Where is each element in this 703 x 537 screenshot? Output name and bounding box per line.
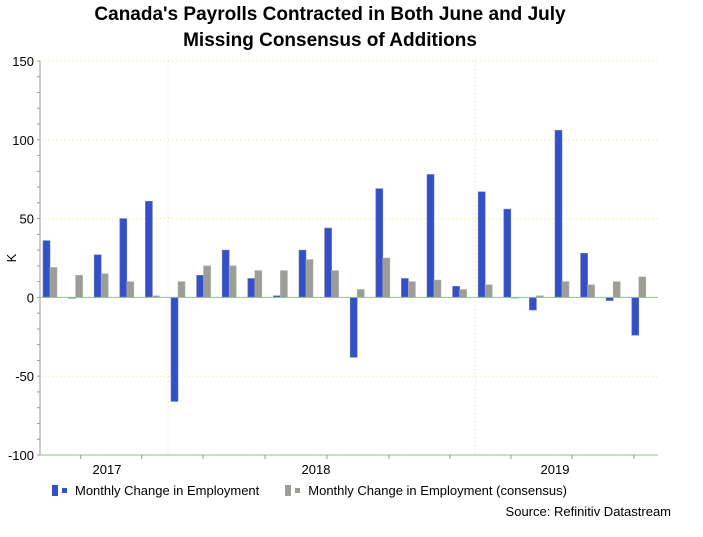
- bar-consensus: [305, 259, 314, 298]
- bar-consensus: [228, 265, 237, 298]
- bar-actual: [401, 278, 409, 298]
- bar-consensus: [126, 281, 135, 298]
- bar-consensus: [561, 281, 570, 298]
- x-tick-label: 2018: [302, 462, 331, 477]
- bar-consensus: [612, 281, 621, 298]
- y-tick-label: -100: [8, 448, 34, 463]
- bar-actual: [554, 130, 563, 298]
- x-tick-label: 2019: [541, 462, 570, 477]
- bar-consensus: [484, 284, 493, 298]
- legend-swatch-actual: [52, 485, 58, 496]
- y-tick-label: 50: [20, 212, 34, 227]
- legend-item-consensus: Monthly Change in Employment (consensus): [285, 483, 567, 498]
- bar-consensus: [49, 267, 58, 298]
- chart-title-line-2: Missing Consensus of Additions: [183, 30, 477, 51]
- bar-actual: [145, 200, 153, 298]
- bar-actual: [375, 188, 384, 298]
- bar-consensus: [331, 270, 339, 298]
- bar-actual: [170, 297, 179, 402]
- bar-actual: [221, 249, 230, 298]
- bar-consensus: [356, 289, 365, 298]
- bar-consensus: [100, 273, 109, 298]
- legend-swatch-consensus: [285, 485, 292, 496]
- bar-consensus: [433, 279, 442, 298]
- y-tick-label: -50: [15, 369, 34, 384]
- bar-actual: [580, 252, 588, 298]
- bar-consensus: [587, 284, 595, 298]
- bar-consensus: [638, 276, 647, 298]
- x-tick-label: 2017: [93, 462, 122, 477]
- bar-actual: [631, 297, 640, 336]
- bar-consensus: [382, 257, 391, 298]
- y-tick-label: 100: [12, 133, 34, 148]
- legend-swatch-consensus-small: [295, 488, 301, 493]
- bar-actual: [42, 240, 51, 298]
- chart-title-line-1: Canada's Payrolls Contracted in Both Jun…: [94, 4, 566, 25]
- legend-swatch-actual-small: [62, 488, 67, 493]
- legend: Monthly Change in Employment Monthly Cha…: [52, 483, 567, 498]
- y-tick-label: 150: [12, 54, 34, 69]
- bar-actual: [477, 191, 486, 298]
- legend-item-actual: Monthly Change in Employment: [52, 483, 259, 498]
- bar-consensus: [408, 281, 416, 298]
- bar-actual: [298, 249, 307, 298]
- bar-actual: [503, 208, 512, 298]
- bar-actual: [93, 254, 102, 298]
- bar-actual: [324, 227, 332, 298]
- bar-consensus: [203, 265, 211, 298]
- legend-label-actual: Monthly Change in Employment: [75, 483, 260, 498]
- bar-consensus: [75, 275, 83, 298]
- bar-actual: [247, 278, 256, 298]
- legend-label-consensus: Monthly Change in Employment (consensus): [308, 483, 567, 498]
- bar-actual: [529, 297, 537, 311]
- source-note: Source: Refinitiv Datastream: [505, 504, 671, 519]
- y-tick-label: 0: [27, 290, 34, 305]
- bar-actual: [196, 275, 204, 298]
- bar-actual: [349, 297, 358, 358]
- bar-consensus: [177, 281, 186, 298]
- bar-actual: [452, 286, 460, 298]
- bar-actual: [426, 174, 435, 298]
- chart-title: Canada's Payrolls Contracted in Both Jun…: [0, 2, 660, 54]
- bar-consensus: [459, 289, 467, 298]
- y-axis-label: K: [4, 253, 19, 262]
- bar-consensus: [254, 270, 263, 298]
- bar-consensus: [280, 270, 288, 298]
- bar-actual: [119, 218, 128, 298]
